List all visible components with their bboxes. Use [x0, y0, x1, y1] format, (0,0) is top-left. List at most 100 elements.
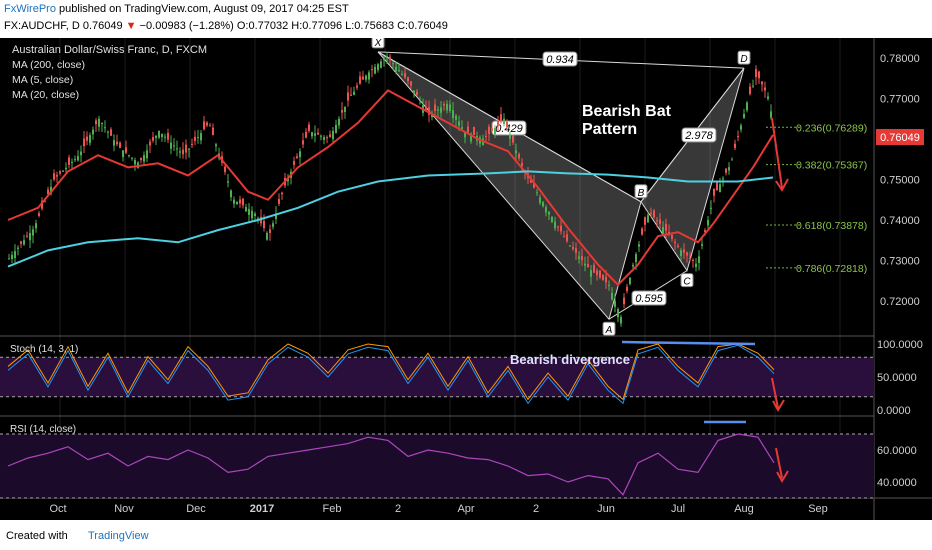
candle-body: [635, 254, 637, 263]
current-price-label: 0.76049: [880, 132, 920, 144]
candle-body: [215, 144, 217, 147]
ohlc-text: O:0.77032 H:0.77096 L:0.75683 C:0.76049: [236, 20, 448, 32]
candle-body: [755, 69, 757, 78]
candle-body: [590, 270, 592, 277]
candle-body: [254, 213, 256, 217]
candle-body: [689, 258, 691, 260]
divergence-label: Bearish divergence: [510, 352, 630, 367]
candle-body: [335, 124, 337, 133]
ratio-label: 0.429: [495, 123, 523, 135]
time-tick-label: 2017: [250, 503, 274, 515]
candle-body: [425, 106, 427, 110]
candle-body: [584, 263, 586, 266]
ma20-line: [7, 89, 774, 287]
candle-body: [662, 227, 664, 234]
candle-body: [83, 138, 85, 147]
candle-body: [266, 232, 268, 240]
candle-body: [767, 96, 769, 99]
candle-body: [185, 144, 187, 153]
candle-body: [71, 162, 73, 164]
candle-body: [707, 220, 709, 226]
candle-body: [146, 150, 148, 159]
down-arrow-icon: [775, 178, 789, 192]
candle-body: [269, 229, 271, 233]
candle-body: [413, 90, 415, 94]
candle-body: [614, 301, 616, 307]
candle-body: [656, 220, 658, 222]
time-tick-label: 2: [533, 503, 539, 515]
stoch-legend: Stoch (14, 3, 1): [10, 344, 78, 355]
candle-body: [143, 155, 145, 162]
pattern-point-box: [634, 184, 648, 199]
candle-body: [407, 77, 409, 82]
candle-body: [68, 157, 70, 165]
candle-body: [374, 66, 376, 74]
publisher-name[interactable]: FxWirePro: [4, 3, 56, 15]
candle-body: [236, 201, 238, 205]
candle-body: [752, 85, 754, 87]
candle-body: [443, 104, 445, 106]
candle-body: [494, 127, 496, 134]
candle-body: [743, 113, 745, 118]
candle-body: [632, 264, 634, 267]
candle-body: [227, 181, 229, 183]
candle-body: [197, 137, 199, 139]
candle-body: [59, 171, 61, 174]
candle-body: [161, 133, 163, 137]
price-tick-label: 0.72000: [880, 296, 920, 308]
candle-body: [617, 309, 619, 318]
candle-body: [326, 137, 328, 139]
candle-body: [629, 277, 631, 285]
candle-body: [392, 63, 394, 65]
tradingview-logo[interactable]: TradingView: [88, 530, 149, 542]
candle-body: [572, 246, 574, 250]
pattern-point-label: A: [605, 325, 613, 336]
candle-body: [362, 76, 364, 80]
candle-body: [464, 131, 466, 138]
candle-body: [113, 140, 115, 146]
candle-body: [587, 264, 589, 268]
candle-body: [212, 127, 214, 136]
candle-body: [80, 151, 82, 156]
rsi-line: [7, 433, 775, 496]
candle-body: [737, 136, 739, 138]
rsi-band: [0, 434, 874, 498]
candle-body: [11, 254, 13, 259]
candle-body: [368, 72, 370, 80]
candle-body: [548, 211, 550, 215]
candle-body: [14, 251, 16, 259]
candle-body: [350, 94, 352, 96]
symbol-line: FX:AUDCHF, D 0.76049 ▼ −0.00983 (−1.28%)…: [4, 20, 448, 32]
candle-body: [386, 55, 388, 57]
candle-body: [167, 133, 169, 140]
stoch-pane[interactable]: Stoch (14, 3, 1) Bearish divergence 100.00…: [0, 339, 923, 417]
candle-body: [446, 103, 448, 111]
candle-body: [164, 136, 166, 138]
candle-body: [365, 75, 367, 80]
time-tick-label: Dec: [186, 503, 206, 515]
ratio-box: [631, 290, 667, 306]
candle-body: [314, 133, 316, 136]
candle-body: [272, 223, 274, 227]
candle-body: [353, 91, 355, 95]
candle-body: [239, 199, 241, 204]
candle-body: [395, 66, 397, 71]
chart-area[interactable]: X A B C D 0.934 0.429 0.595 2.978 0.236(0.76289) 0…: [0, 38, 932, 520]
price-tick-label: 0.75000: [880, 175, 920, 187]
candle-body: [332, 130, 334, 139]
candle-body: [692, 259, 694, 261]
candle-body: [128, 155, 130, 157]
price-pane[interactable]: X A B C D 0.934 0.429 0.595 2.978 0.236(0.76289) 0…: [0, 38, 932, 520]
candle-body: [251, 210, 253, 219]
candle-body: [356, 85, 358, 88]
rsi-pane[interactable]: RSI (14, close) 60.0000 40.0000: [0, 420, 917, 499]
price-axis[interactable]: 0.78000 0.77000 0.76049 0.75000 0.74000 0.730…: [876, 53, 924, 308]
time-axis[interactable]: Oct Nov Dec 2017 Feb 2 Apr 2 Jun Jul Aug Sep: [49, 503, 827, 515]
candle-body: [119, 142, 121, 148]
pattern-point-label: B: [638, 188, 645, 199]
candle-body: [623, 297, 625, 305]
time-tick-label: Nov: [114, 503, 134, 515]
candle-body: [116, 141, 118, 145]
candle-body: [758, 71, 760, 79]
candle-body: [725, 168, 727, 173]
